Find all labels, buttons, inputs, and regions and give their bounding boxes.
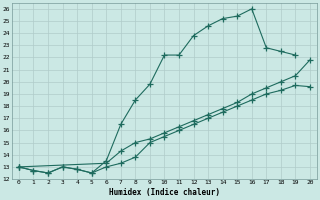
X-axis label: Humidex (Indice chaleur): Humidex (Indice chaleur) [109,188,220,197]
